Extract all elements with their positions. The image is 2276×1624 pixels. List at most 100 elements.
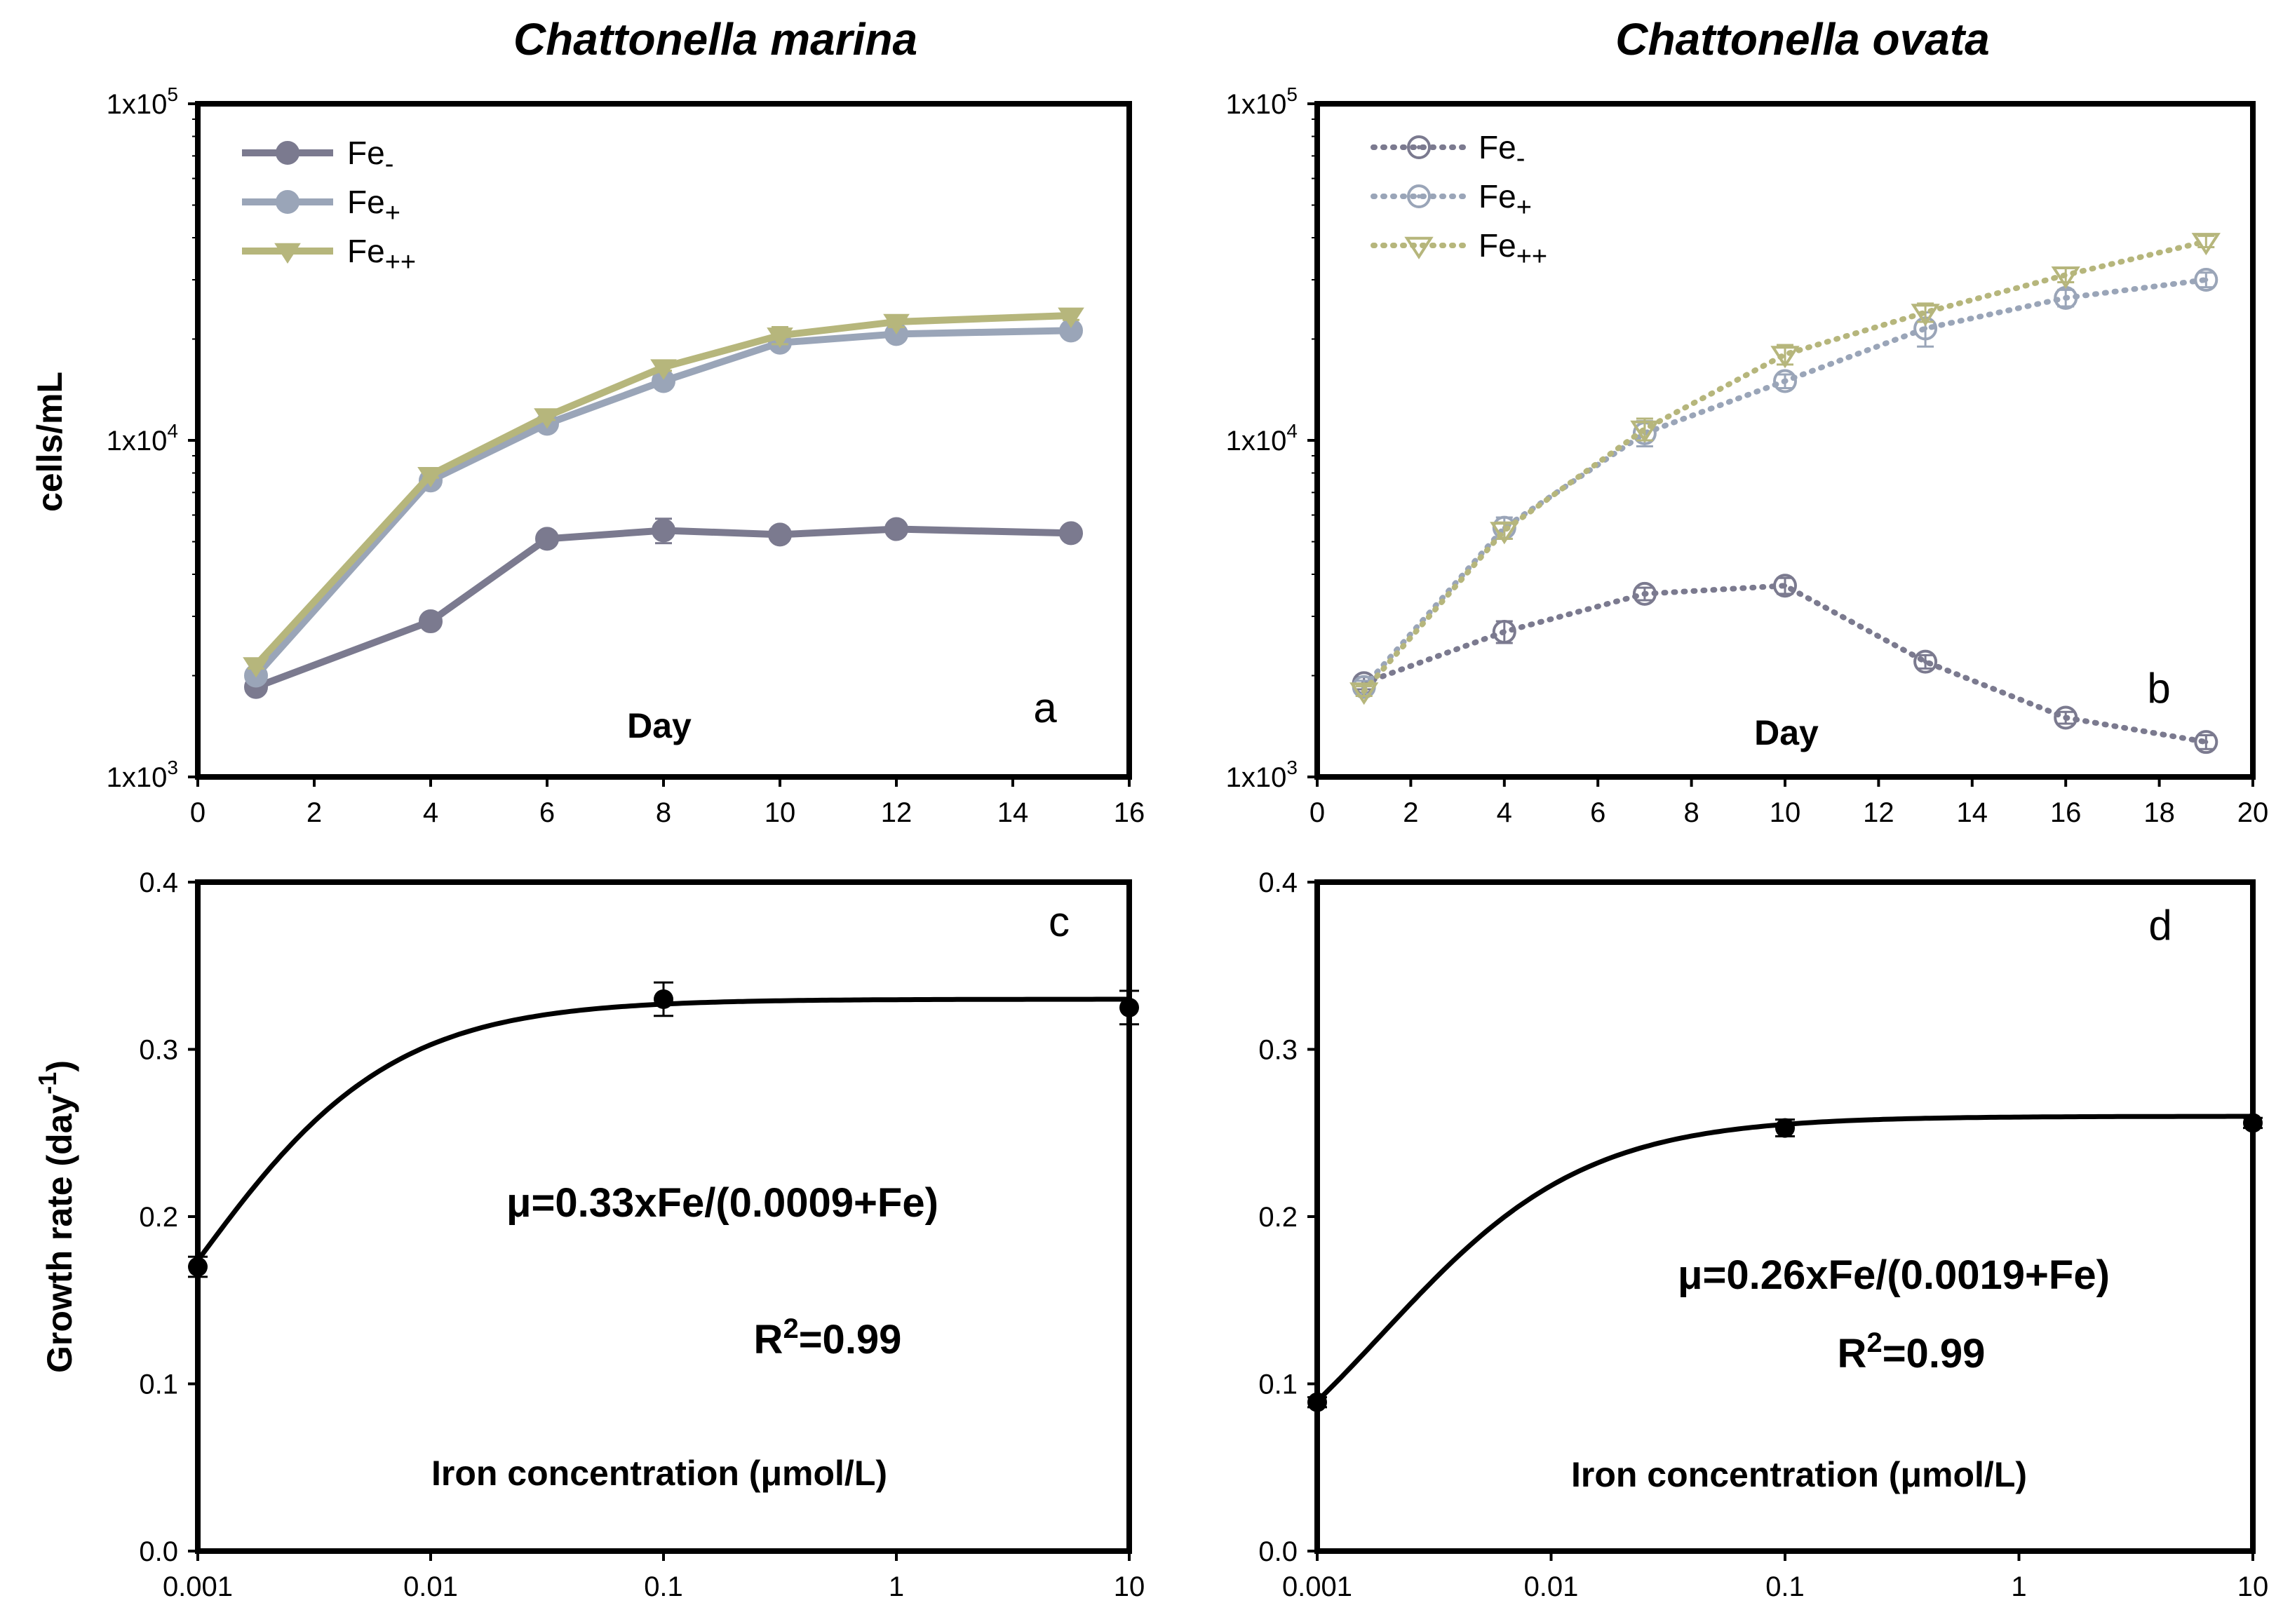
- panel-b-y-tick-base: 1x10: [1226, 426, 1287, 456]
- panel-a-legend: Fe- Fe+ Fe++: [242, 135, 416, 277]
- panel-b-y-tick-exp: 3: [1286, 757, 1298, 778]
- panel-a-data-point: [767, 327, 793, 349]
- panel-a-legend-label: Fe-: [347, 135, 393, 179]
- panel-a-legend-label: Fe++: [347, 233, 416, 277]
- panel-a-y-tick-base: 1x10: [107, 89, 168, 120]
- panel-a-data-point: [883, 313, 910, 334]
- panel-b-data-point-dot: [2204, 740, 2209, 745]
- panel-a-y-tick-base: 1x10: [107, 426, 168, 456]
- panel-b-data-point: [2051, 266, 2080, 289]
- panel-b-legend-name: Fe: [1479, 129, 1516, 165]
- panel-b-legend-marker-dot: [1417, 194, 1421, 198]
- panel-a-y-tick-exp: 5: [167, 83, 178, 105]
- panel-c-plot-area: 0.001 0.01 0.1 1 10 0.0 0.1 0.2 0.3 0.4: [139, 867, 1145, 1602]
- panel-a-x-tick-label: 2: [307, 797, 322, 828]
- panel-a-legend-sub: ++: [385, 248, 416, 277]
- panel-a-x-tick-label: 6: [539, 797, 555, 828]
- panel-b-data-point: [2054, 705, 2078, 730]
- panel-b-y-tick-base: 1x10: [1226, 762, 1287, 793]
- panel-a-legend-sub: +: [385, 198, 400, 228]
- panel-d-r2-base: R: [1838, 1331, 1867, 1376]
- panel-b-data-point-dot: [1642, 591, 1647, 596]
- panel-b-data-point-dot: [2204, 277, 2209, 282]
- panel-d-x-tick-label: 10: [2237, 1571, 2269, 1602]
- panel-d-y-tick-label: 0.3: [1258, 1035, 1298, 1066]
- panel-c-equation: μ=0.33xFe/(0.0009+Fe): [506, 1180, 938, 1226]
- panel-b-legend-marker-dot: [1417, 145, 1421, 149]
- panel-b-legend-marker: [1407, 184, 1431, 208]
- panel-b-data-point: [1490, 522, 1519, 545]
- panel-b-data-point: [2194, 267, 2218, 292]
- panel-b-x-axis-label: Day: [1754, 713, 1819, 752]
- panel-d-frame: [1314, 879, 2256, 1554]
- panel-c-frame: [195, 879, 1132, 1554]
- panel-a-data-point: [650, 359, 677, 380]
- panel-c-x-axis-label: Iron concentration (μmol/L): [431, 1454, 887, 1493]
- panel-c-r-squared: R2=0.99: [754, 1313, 902, 1362]
- panel-b-data-point-dot: [1923, 326, 1928, 331]
- panel-c: Growth rate (day-1) Iron concentration (…: [33, 867, 1145, 1602]
- panel-b-y-tick-label: 1x105: [1226, 83, 1298, 120]
- panel-b-data-point: [1913, 649, 1938, 674]
- panel-d-y-tick-label: 0.2: [1258, 1202, 1298, 1233]
- panel-d-equation: μ=0.26xFe/(0.0019+Fe): [1678, 1252, 2110, 1298]
- panel-b-x-tick-label: 14: [1957, 797, 1988, 828]
- panel-a-legend-marker: [274, 243, 301, 264]
- panel-b-data-point-dot: [1502, 629, 1507, 634]
- panel-c-x-tick-label: 0.1: [644, 1571, 683, 1602]
- panel-b-data-point-dot: [1783, 583, 1787, 588]
- panel-b-legend-label: Fe+: [1479, 178, 1532, 222]
- panel-d-letter: d: [2148, 902, 2171, 949]
- panel-b-x-tick-label: 12: [1863, 797, 1894, 828]
- panel-b-series-line: [1361, 238, 2209, 694]
- panel-d-x-tick-label: 0.01: [1524, 1571, 1579, 1602]
- panel-a-y-tick-label: 1x104: [107, 420, 178, 456]
- panel-b-data-point-dot: [1783, 379, 1787, 384]
- panel-b-legend-marker: [1407, 135, 1431, 159]
- panel-b-data-point: [1349, 682, 1379, 705]
- panel-a-y-tick-base: 1x10: [107, 762, 168, 793]
- panel-c-y-tick-label: 0.4: [139, 867, 178, 898]
- panel-d-x-tick-label: 0.001: [1282, 1571, 1352, 1602]
- panel-c-r2-rest: =0.99: [799, 1317, 902, 1362]
- panel-b-y-tick-label: 1x104: [1226, 420, 1298, 456]
- panel-b-y-tick-exp: 4: [1286, 420, 1298, 442]
- panel-b-frame: [1314, 101, 2256, 780]
- panel-c-y-axis-label: Growth rate (day-1): [33, 1060, 79, 1373]
- panel-a-data-point: [652, 518, 675, 543]
- panel-a-y-tick-exp: 3: [167, 757, 178, 778]
- panel-a-x-tick-label: 16: [1114, 797, 1145, 828]
- panel-a-x-tick-label: 10: [765, 797, 796, 828]
- panel-b-legend-sub: -: [1516, 144, 1526, 173]
- panel-d-r2-sup: 2: [1866, 1327, 1882, 1358]
- panel-a-y-tick-label: 1x103: [107, 757, 178, 793]
- panel-c-y-axis-label-sup: -1: [33, 1072, 62, 1095]
- panel-d-plot-area: 0.001 0.01 0.1 1 10 0.0 0.1 0.2 0.3 0.4: [1258, 867, 2268, 1602]
- panel-b-legend-name: Fe: [1479, 227, 1516, 264]
- panel-a-legend-marker: [276, 141, 299, 165]
- panel-d-y-tick-label: 0.4: [1258, 867, 1298, 898]
- panel-b-x-tick-label: 20: [2237, 797, 2269, 828]
- panel-b-y-tick-base: 1x10: [1226, 89, 1287, 120]
- panel-b-data-point: [2194, 730, 2218, 755]
- panel-c-y-axis-label-close: ): [40, 1060, 79, 1072]
- panel-b-y-tick-label: 1x103: [1226, 757, 1298, 793]
- panel-c-data-point: [654, 989, 673, 1009]
- panel-a-series-2: [243, 307, 1084, 678]
- panel-b-data-point: [1911, 304, 1940, 327]
- panel-a-y-tick-label: 1x105: [107, 83, 178, 120]
- panel-c-y-tick-label: 0.2: [139, 1202, 178, 1233]
- panel-b: Chattonella ovata Day b 0 2 4 6 8 10 12 14 16 18 2…: [1226, 14, 2269, 828]
- panel-a-legend-name: Fe: [347, 233, 385, 269]
- panel-a-data-point: [419, 609, 443, 634]
- panel-a-y-tick-exp: 4: [167, 420, 178, 442]
- panel-a-x-axis-label: Day: [627, 706, 692, 745]
- panel-b-x-tick-label: 10: [1770, 797, 1801, 828]
- panel-a-legend-marker: [276, 190, 299, 214]
- panel-b-data-point: [1630, 420, 1659, 443]
- panel-d-y-tick-label: 0.0: [1258, 1536, 1298, 1567]
- panel-a-data-point: [417, 466, 444, 488]
